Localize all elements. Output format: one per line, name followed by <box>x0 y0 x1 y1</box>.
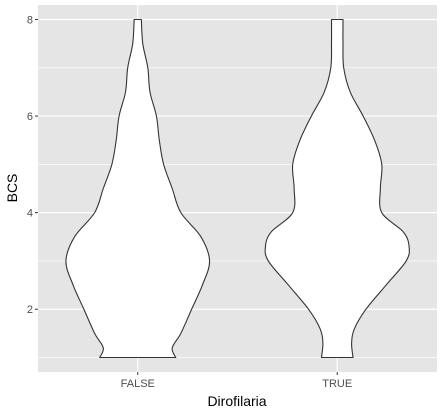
violins <box>65 18 410 359</box>
y-axis: 2 4 6 8 <box>27 14 38 316</box>
x-axis: FALSE TRUE <box>121 372 352 390</box>
y-tick-label: 8 <box>27 14 33 26</box>
y-axis-title: BCS <box>4 174 20 203</box>
violin-false <box>65 18 211 359</box>
y-tick-label: 4 <box>27 208 33 220</box>
x-tick-label: TRUE <box>322 378 352 390</box>
x-tick-label: FALSE <box>121 378 155 390</box>
y-tick-label: 6 <box>27 111 33 123</box>
violin-true <box>264 18 410 359</box>
x-axis-title: Dirofilaria <box>207 393 266 409</box>
y-tick-label: 2 <box>27 304 33 316</box>
